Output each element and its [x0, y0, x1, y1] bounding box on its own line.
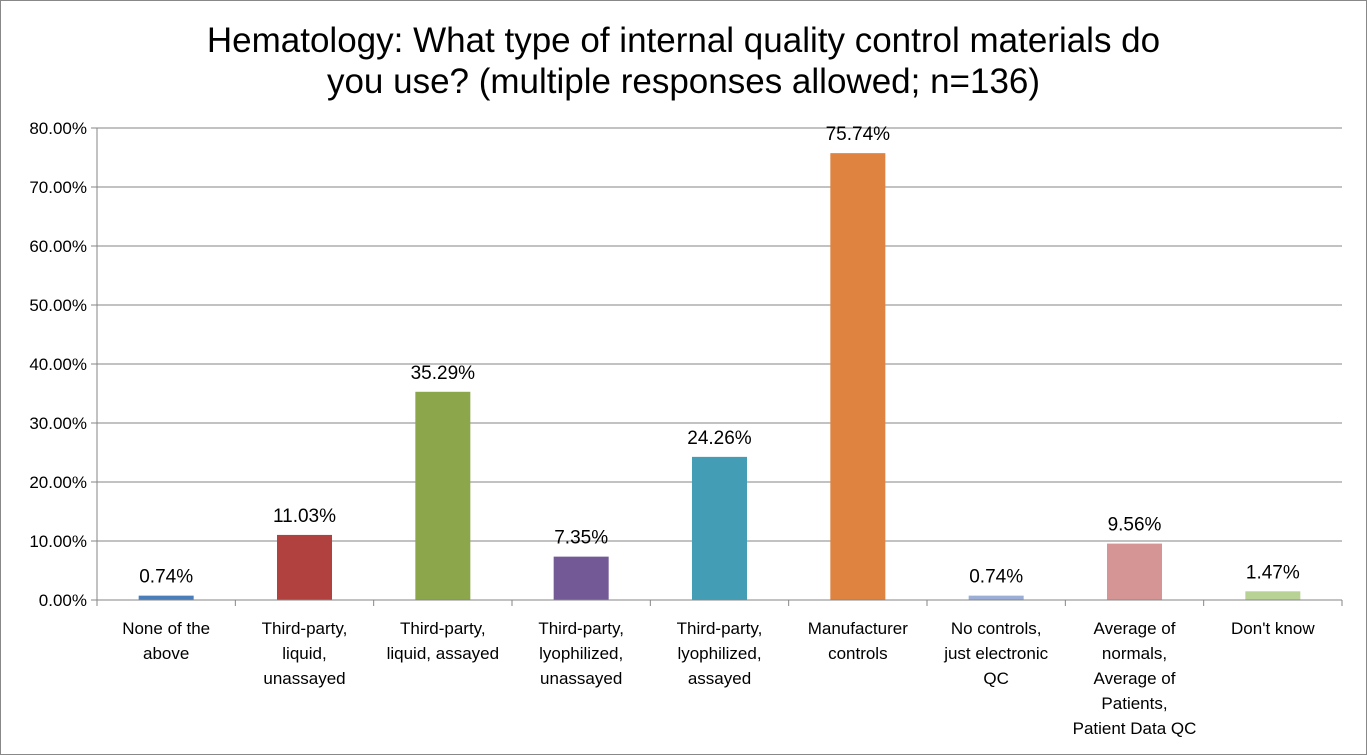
- data-label: 24.26%: [687, 428, 752, 449]
- bar: [830, 153, 886, 600]
- x-category-label: unassayed: [263, 669, 345, 688]
- data-label: 7.35%: [554, 528, 608, 549]
- x-category-label: Patient Data QC: [1073, 719, 1197, 738]
- x-category-label: lyophilized,: [539, 644, 623, 663]
- chart-title-line-2: you use? (multiple responses allowed; n=…: [326, 62, 1041, 101]
- bar: [415, 391, 471, 600]
- data-label: 1.47%: [1246, 562, 1300, 583]
- bar: [1245, 591, 1301, 600]
- bar: [692, 456, 747, 600]
- x-category-label: above: [143, 644, 189, 663]
- x-category-label: Third-party,: [400, 619, 486, 638]
- y-tick-label: 10.00%: [29, 532, 87, 551]
- x-category-label: liquid, assayed: [387, 644, 499, 663]
- bar: [553, 556, 609, 600]
- data-label: 11.03%: [273, 506, 336, 527]
- chart-title: Hematology: What type of internal qualit…: [0, 20, 1367, 102]
- y-tick-label: 20.00%: [29, 473, 87, 492]
- x-category-label: QC: [983, 669, 1009, 688]
- x-category-label: unassayed: [540, 669, 622, 688]
- y-tick-label: 40.00%: [29, 355, 87, 374]
- x-category-label: Third-party,: [262, 619, 348, 638]
- data-label: 0.74%: [139, 567, 193, 588]
- data-label: 35.29%: [411, 363, 476, 384]
- x-category-label: lyophilized,: [677, 644, 761, 663]
- data-label: 0.74%: [969, 567, 1023, 588]
- x-category-label: Don't know: [1231, 619, 1315, 638]
- bar: [1107, 543, 1162, 600]
- bar: [968, 595, 1024, 600]
- bar: [277, 534, 332, 600]
- x-category-label: None of the: [122, 619, 210, 638]
- x-category-label: Average of: [1094, 669, 1176, 688]
- x-category-label: Patients,: [1101, 694, 1167, 713]
- x-category-label: Manufacturer: [808, 619, 908, 638]
- x-category-label: assayed: [688, 669, 751, 688]
- y-tick-label: 30.00%: [29, 414, 87, 433]
- bar: [138, 595, 194, 600]
- y-tick-label: 50.00%: [29, 296, 87, 315]
- x-category-label: Third-party,: [677, 619, 763, 638]
- x-category-label: Average of: [1094, 619, 1176, 638]
- chart-title-line-1: Hematology: What type of internal qualit…: [206, 21, 1161, 60]
- x-category-label: liquid,: [282, 644, 326, 663]
- y-tick-label: 70.00%: [29, 178, 87, 197]
- x-category-label: No controls,: [951, 619, 1042, 638]
- data-label: 9.56%: [1108, 515, 1162, 536]
- data-label: 75.74%: [826, 124, 891, 145]
- x-category-label: controls: [828, 644, 888, 663]
- y-tick-label: 0.00%: [39, 591, 87, 610]
- x-category-label: just electronic: [943, 644, 1048, 663]
- y-tick-label: 80.00%: [29, 119, 87, 138]
- y-tick-label: 60.00%: [29, 237, 87, 256]
- x-category-label: Third-party,: [538, 619, 624, 638]
- x-category-label: normals,: [1102, 644, 1167, 663]
